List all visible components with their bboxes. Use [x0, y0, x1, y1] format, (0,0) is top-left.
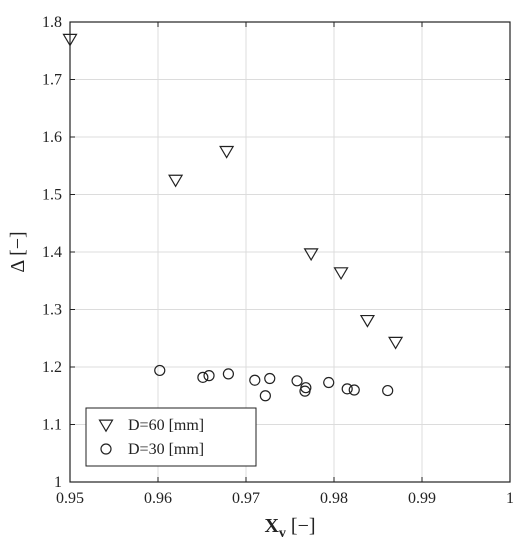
data-point-triangle	[219, 145, 235, 159]
tick-labels: 0.95 0.96 0.97 0.98 0.99 1 1 1.1 1.2 1.3 1.4 1.5 1.6…	[42, 14, 514, 507]
data-point-circle	[323, 376, 335, 389]
y-tick-label: 1.2	[42, 359, 62, 376]
x-tick-label: 0.98	[320, 490, 348, 507]
data-point-circle	[203, 370, 215, 382]
data-point-triangle	[359, 314, 375, 328]
data-point-circle	[291, 375, 303, 387]
y-tick-label: 1	[54, 474, 62, 491]
data-point-circle	[300, 382, 312, 394]
data-point-triangle	[168, 174, 184, 188]
data-point-circle	[264, 372, 276, 385]
data-point-circle	[249, 374, 261, 386]
legend-label: D=60 [mm]	[128, 417, 204, 434]
x-tick-label: 0.99	[408, 490, 436, 507]
legend: D=60 [mm] D=30 [mm]	[85, 407, 257, 467]
data-point-triangle	[333, 267, 349, 281]
x-tick-label: 0.96	[144, 490, 172, 507]
y-tick-label: 1.1	[42, 417, 62, 434]
data-point-circle	[382, 384, 394, 397]
axis-ticks	[69, 21, 511, 483]
y-tick-label: 1.7	[42, 72, 62, 89]
series-2	[154, 364, 394, 402]
data-point-circle	[348, 384, 360, 396]
y-axis-title: Δ [−]	[7, 231, 29, 272]
data-point-circle	[222, 368, 234, 380]
y-tick-label: 1.4	[42, 244, 62, 261]
y-tick-label: 1.3	[42, 302, 62, 319]
grid	[70, 22, 510, 482]
data-point-triangle	[303, 248, 319, 262]
y-tick-label: 1.6	[42, 129, 62, 146]
data-point-circle	[197, 371, 209, 383]
legend-marker-circle	[100, 443, 112, 455]
legend-marker-triangle	[98, 419, 114, 433]
data-point-circle	[154, 364, 166, 377]
data-point-circle	[259, 390, 271, 402]
x-tick-label: 0.95	[56, 490, 84, 507]
data-point-circle	[341, 383, 353, 395]
legend-box	[85, 407, 257, 467]
y-tick-label: 1.5	[42, 187, 62, 204]
data-point-triangle	[388, 336, 404, 350]
y-tick-label: 1.8	[42, 14, 62, 31]
legend-label: D=30 [mm]	[128, 441, 204, 458]
axis-titles: Xv [−] Δ [−]	[7, 231, 316, 541]
x-tick-label: 1	[506, 490, 514, 507]
x-axis-title: Xv [−]	[264, 515, 315, 541]
x-tick-label: 0.97	[232, 490, 260, 507]
